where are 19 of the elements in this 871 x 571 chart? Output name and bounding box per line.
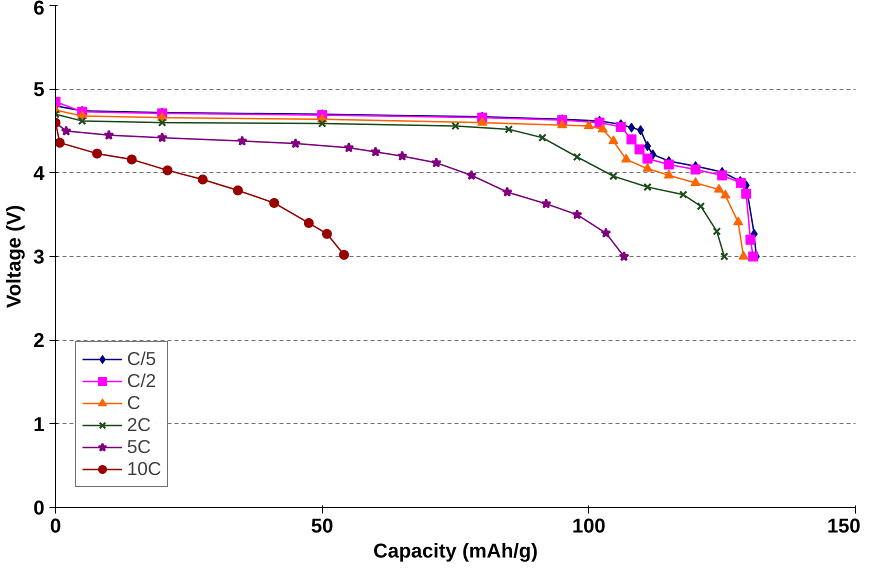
y-tick-label: 3 xyxy=(33,246,44,268)
y-tick-label: 4 xyxy=(33,162,46,185)
legend-label: C/2 xyxy=(127,370,156,392)
x-tick-label: 50 xyxy=(311,516,334,538)
y-axis-title: Voltage (V) xyxy=(3,205,26,308)
legend-label: 5C xyxy=(127,436,151,458)
y-tick-label: 2 xyxy=(33,330,44,352)
legend-label: 10C xyxy=(127,458,162,480)
legend-label: C xyxy=(127,392,142,414)
y-tick-label: 6 xyxy=(33,0,44,20)
y-tick-label: 5 xyxy=(33,79,44,102)
y-tick-label: 1 xyxy=(33,414,44,436)
x-axis-title: Capacity (mAh/g) xyxy=(373,540,538,562)
x-tick-label: 100 xyxy=(572,516,606,538)
legend-label: 2C xyxy=(127,414,151,436)
x-tick-label: 0 xyxy=(50,516,62,538)
legend-label: C/5 xyxy=(127,348,156,370)
y-tick-label: 0 xyxy=(33,498,44,520)
x-tick-label: 150 xyxy=(827,516,861,538)
